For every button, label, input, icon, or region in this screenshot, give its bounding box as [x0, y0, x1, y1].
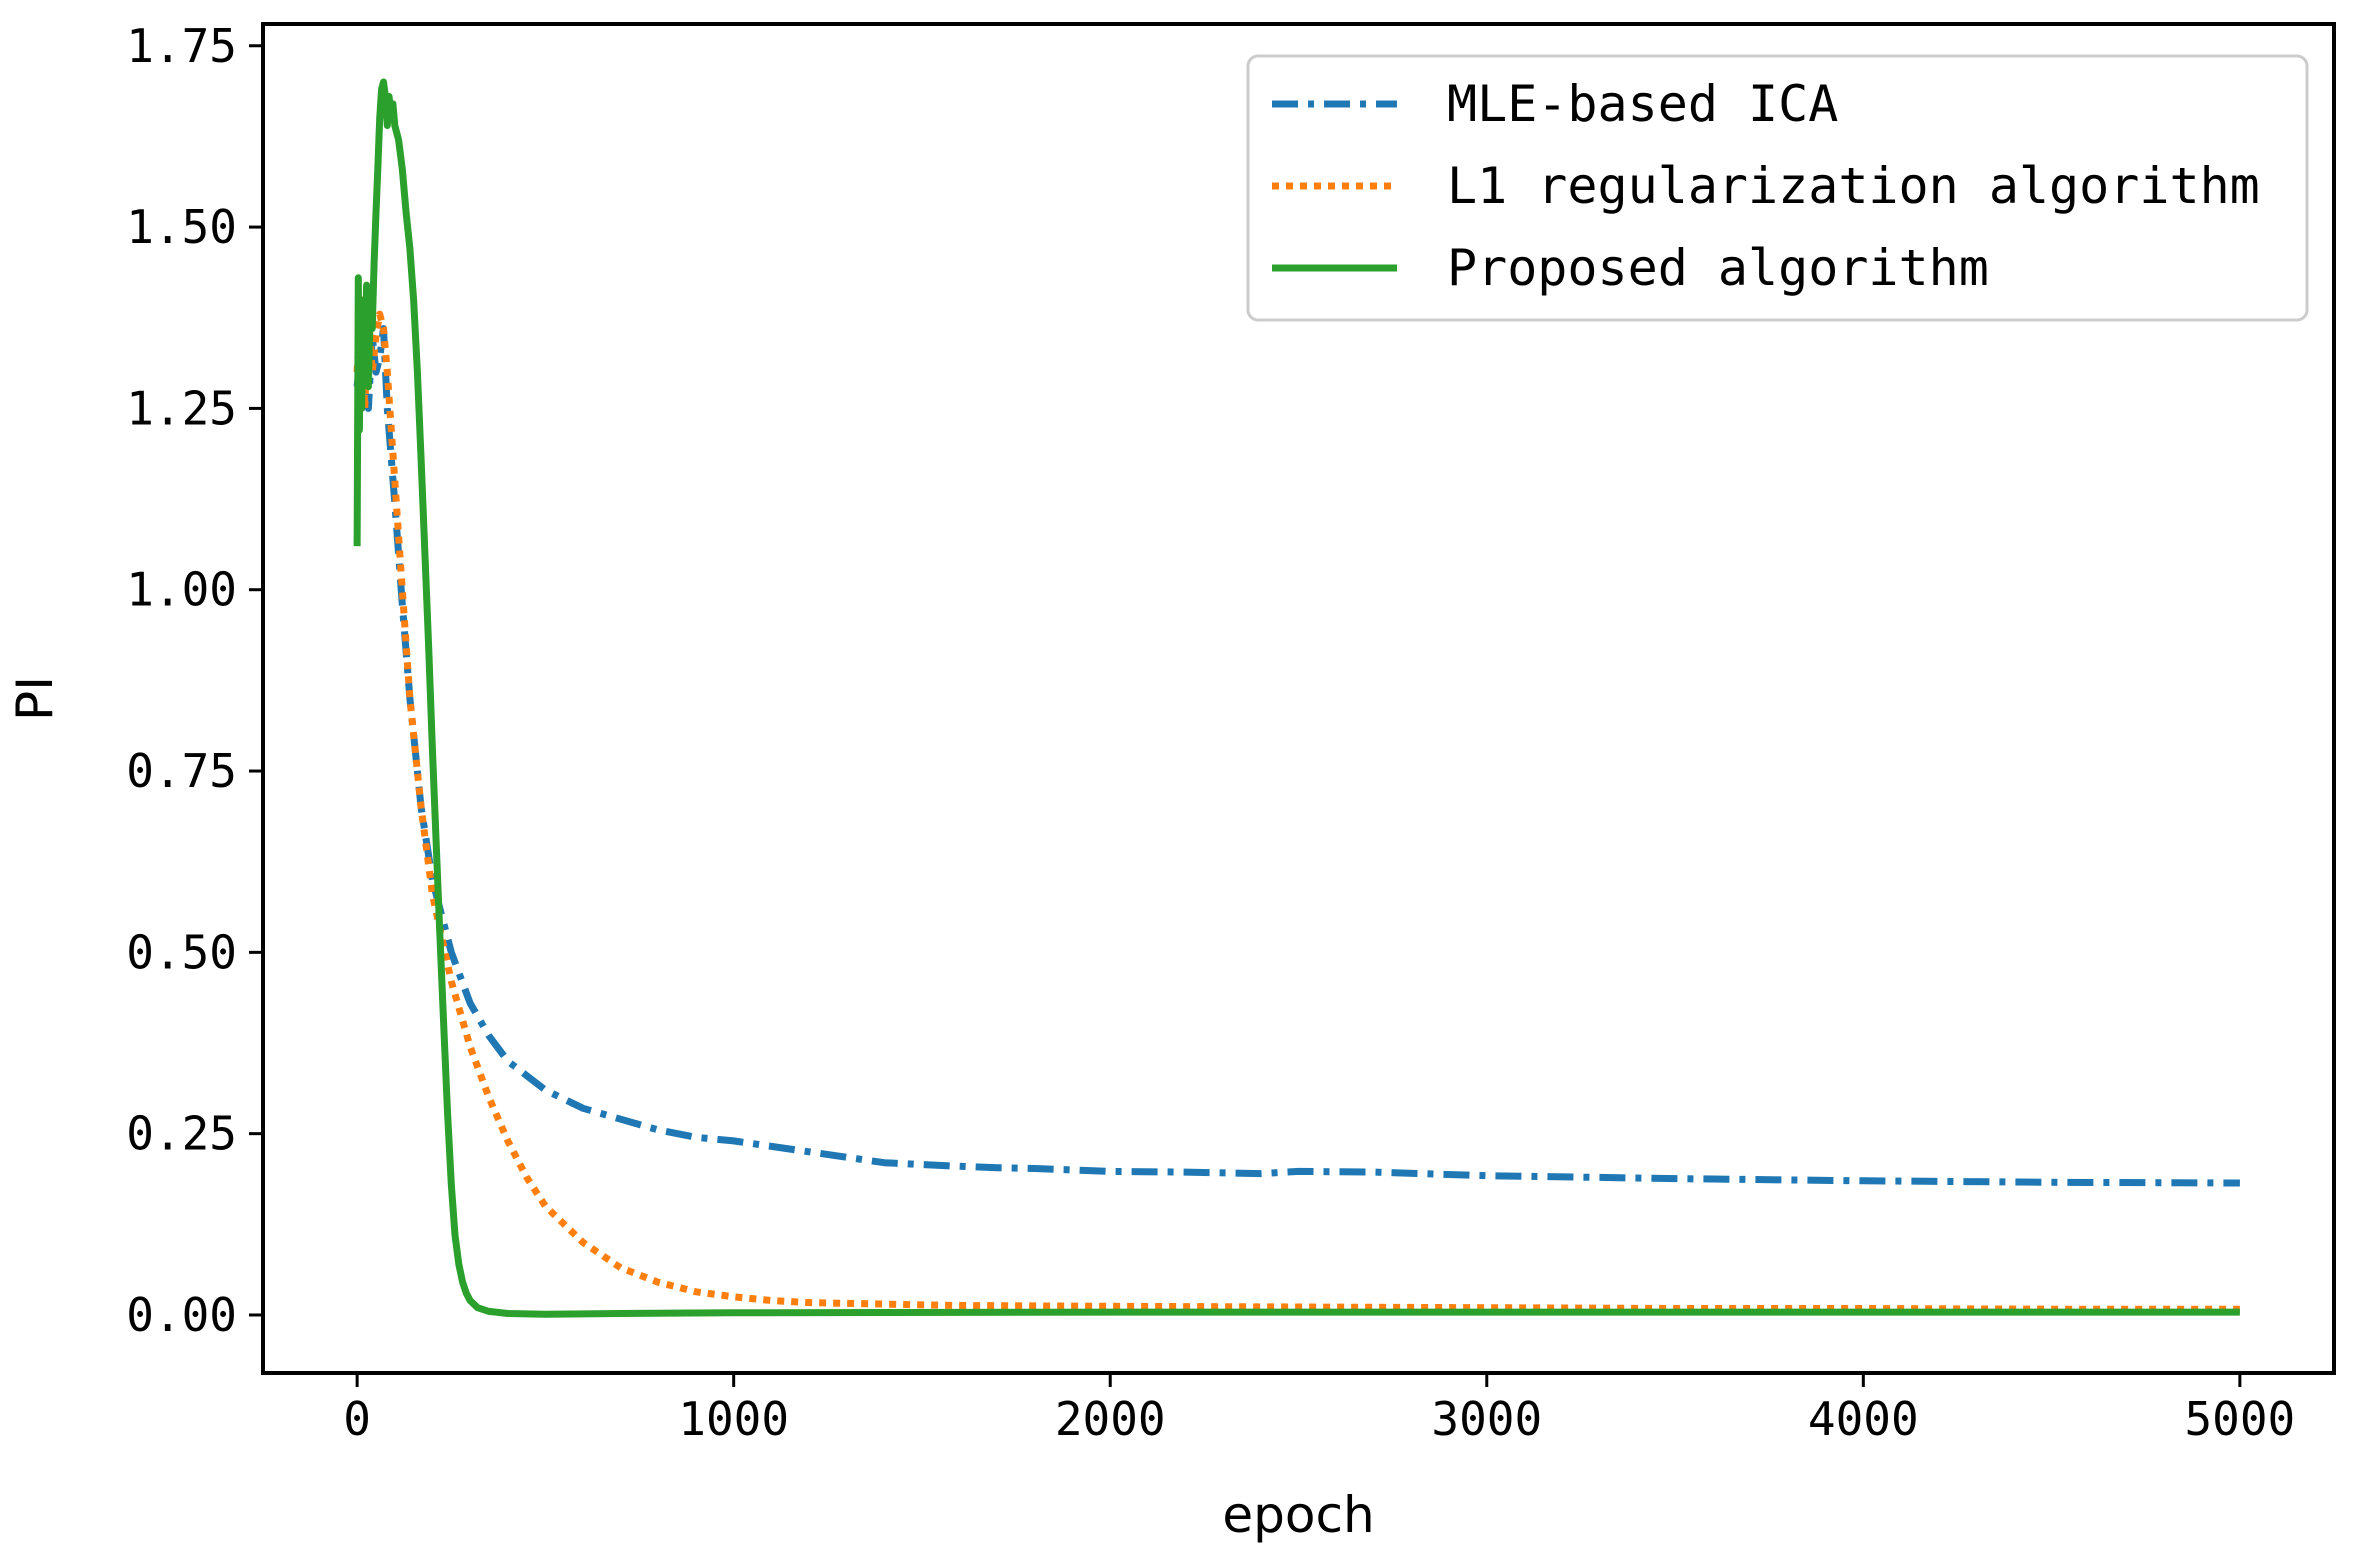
y-tick-label: 1.75	[126, 19, 237, 73]
x-tick-label: 3000	[1431, 1392, 1542, 1446]
x-tick-label: 0	[343, 1392, 371, 1446]
y-tick-label: 0.50	[126, 925, 237, 979]
plot-frame	[261, 22, 2336, 1375]
legend-label-3: Proposed algorithm	[1447, 239, 1989, 297]
x-tick-label: 4000	[1808, 1392, 1919, 1446]
legend-label-2: L1 regularization algorithm	[1447, 157, 2260, 215]
y-axis-ticks: 0.00 0.25 0.50 0.75 1.00 1.25 1.50 1.75	[126, 19, 263, 1342]
y-tick-label: 0.25	[126, 1107, 237, 1161]
y-tick-label: 1.25	[126, 381, 237, 435]
x-axis-ticks: 0 1000 2000 3000 4000 5000	[343, 1373, 2295, 1446]
x-axis-title: epoch	[1222, 1486, 1374, 1544]
y-tick-label: 1.00	[126, 563, 237, 617]
series-layer	[353, 78, 2240, 1318]
series-line-3	[353, 78, 2240, 1318]
y-tick-label: 0.75	[126, 744, 237, 798]
legend-box	[1246, 54, 2309, 322]
x-tick-label: 2000	[1055, 1392, 1166, 1446]
legend-label-1: MLE-based ICA	[1447, 75, 1838, 133]
x-tick-label: 1000	[678, 1392, 789, 1446]
y-tick-label: 0.00	[126, 1288, 237, 1342]
y-axis-title: PI	[6, 676, 64, 721]
legend: MLE-based ICA L1 regularization algorithm…	[1246, 54, 2309, 322]
y-tick-label: 1.50	[126, 200, 237, 254]
series-line-2	[353, 296, 2240, 1313]
x-tick-label: 5000	[2184, 1392, 2295, 1446]
